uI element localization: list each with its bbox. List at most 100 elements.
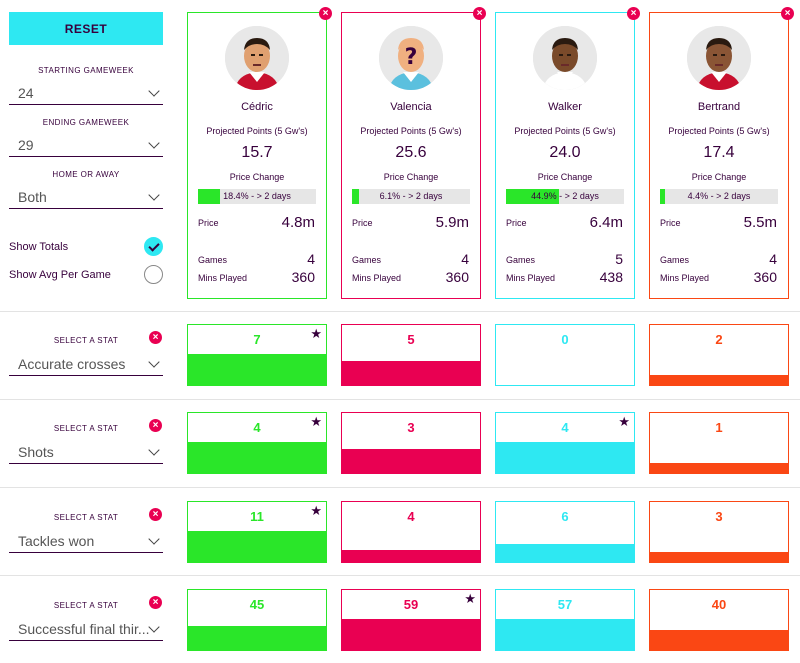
price-change-label: Price Change [383, 172, 439, 182]
star-icon: ★ [310, 503, 322, 518]
stat-value-box: 7 ★ [187, 324, 327, 386]
projected-points-label: Projected Points (5 Gw's) [360, 126, 462, 136]
games-label: Games [660, 255, 690, 265]
projected-points-label: Projected Points (5 Gw's) [668, 126, 770, 136]
show-totals-radio[interactable] [144, 237, 163, 256]
chevron-down-icon [148, 85, 160, 97]
remove-stat-icon[interactable]: × [149, 331, 162, 344]
show-avg-option[interactable]: Show Avg Per Game [9, 265, 163, 285]
stat-value-box: 4 ★ [495, 412, 635, 474]
player-name: Walker [548, 101, 582, 113]
mins-played-value: 360 [291, 269, 315, 285]
star-icon: ★ [310, 326, 322, 341]
home-away-value: Both [18, 188, 47, 205]
stat-value: 45 [249, 597, 265, 612]
stat-value: 4 [407, 509, 415, 524]
player-card: × ? Valencia Projected Points (5 Gw's) 2… [341, 7, 486, 299]
price-value: 6.4m [589, 214, 623, 231]
player-avatar [533, 26, 597, 90]
chevron-down-icon [148, 189, 160, 201]
player-card: × Walker Projected Points (5 Gw's) 24.0 … [495, 7, 640, 299]
stat-value-box: 6 [495, 501, 635, 563]
stat-bar-fill [342, 449, 480, 473]
divider [0, 575, 800, 576]
home-away-select[interactable]: Both [9, 185, 163, 209]
stat-bar-fill [496, 544, 634, 562]
price-value: 4.8m [281, 214, 315, 231]
stat-value-box: 1 [649, 412, 789, 474]
games-label: Games [506, 255, 536, 265]
stat-value: 5 [407, 332, 415, 347]
stat-value-box: 4 [341, 501, 481, 563]
stat-value: 1 [715, 420, 723, 435]
stat-select[interactable]: Successful final thir... [9, 617, 163, 641]
starting-gameweek-value: 24 [18, 84, 34, 101]
stat-value: 3 [407, 420, 415, 435]
price-change-label: Price Change [691, 172, 747, 182]
select-stat-label: SELECT A STAT [53, 513, 119, 522]
player-card: × Bertrand Projected Points (5 Gw's) 17.… [649, 7, 794, 299]
svg-text:?: ? [405, 45, 418, 70]
star-icon: ★ [464, 591, 476, 606]
show-totals-option[interactable]: Show Totals [9, 237, 163, 257]
stat-value: 4 [253, 420, 261, 435]
show-avg-label: Show Avg Per Game [9, 269, 111, 281]
show-avg-radio[interactable] [144, 265, 163, 284]
reset-button[interactable]: RESET [9, 12, 163, 45]
select-stat-label: SELECT A STAT [53, 336, 119, 345]
chevron-down-icon [148, 533, 160, 545]
ending-gameweek-select[interactable]: 29 [9, 133, 163, 157]
price-change-text: 4.4% - > 2 days [687, 191, 751, 201]
remove-stat-icon[interactable]: × [149, 596, 162, 609]
stat-value-box: 57 [495, 589, 635, 651]
stat-bar-fill [188, 442, 326, 473]
remove-stat-icon[interactable]: × [149, 419, 162, 432]
price-change-fill [506, 189, 559, 204]
chevron-down-icon [148, 356, 160, 368]
stat-select-value: Accurate crosses [18, 355, 126, 372]
starting-gameweek-select[interactable]: 24 [9, 81, 163, 105]
player-name: Bertrand [697, 101, 741, 113]
stat-bar-fill [188, 531, 326, 562]
price-change-fill [352, 189, 360, 204]
price-change-text: 44.9% - > 2 days [531, 191, 599, 201]
price-label: Price [352, 218, 373, 228]
games-value: 5 [615, 251, 623, 267]
chevron-down-icon [148, 621, 160, 633]
stat-bar-fill [342, 550, 480, 562]
remove-player-icon[interactable]: × [627, 7, 640, 20]
stat-bar-fill [496, 619, 634, 650]
mins-played-value: 360 [445, 269, 469, 285]
remove-player-icon[interactable]: × [473, 7, 486, 20]
price-label: Price [660, 218, 681, 228]
price-change-text: 6.1% - > 2 days [379, 191, 443, 201]
stat-value-box: 3 [341, 412, 481, 474]
price-label: Price [506, 218, 527, 228]
stat-value: 7 [253, 332, 261, 347]
stat-value-box: 45 [187, 589, 327, 651]
chevron-down-icon [148, 137, 160, 149]
home-away-label: HOME OR AWAY [52, 170, 120, 179]
stat-select[interactable]: Accurate crosses [9, 352, 163, 376]
player-avatar [687, 26, 751, 90]
stat-select-value: Successful final thir... [18, 620, 150, 637]
stat-value-box: 59 ★ [341, 589, 481, 651]
remove-stat-icon[interactable]: × [149, 508, 162, 521]
mins-played-label: Mins Played [660, 273, 710, 283]
remove-player-icon[interactable]: × [319, 7, 332, 20]
stat-value-box: 2 [649, 324, 789, 386]
price-change-label: Price Change [537, 172, 593, 182]
remove-player-icon[interactable]: × [781, 7, 794, 20]
stat-value: 2 [715, 332, 723, 347]
stat-select-value: Shots [18, 443, 54, 460]
player-avatar [225, 26, 289, 90]
mins-played-label: Mins Played [506, 273, 556, 283]
price-label: Price [198, 218, 219, 228]
price-change-fill [660, 189, 666, 204]
stat-select[interactable]: Tackles won [9, 529, 163, 553]
games-value: 4 [307, 251, 315, 267]
projected-points-value: 24.0 [549, 144, 581, 161]
projected-points-value: 15.7 [241, 144, 273, 161]
stat-bar-fill [496, 442, 634, 473]
stat-select[interactable]: Shots [9, 440, 163, 464]
